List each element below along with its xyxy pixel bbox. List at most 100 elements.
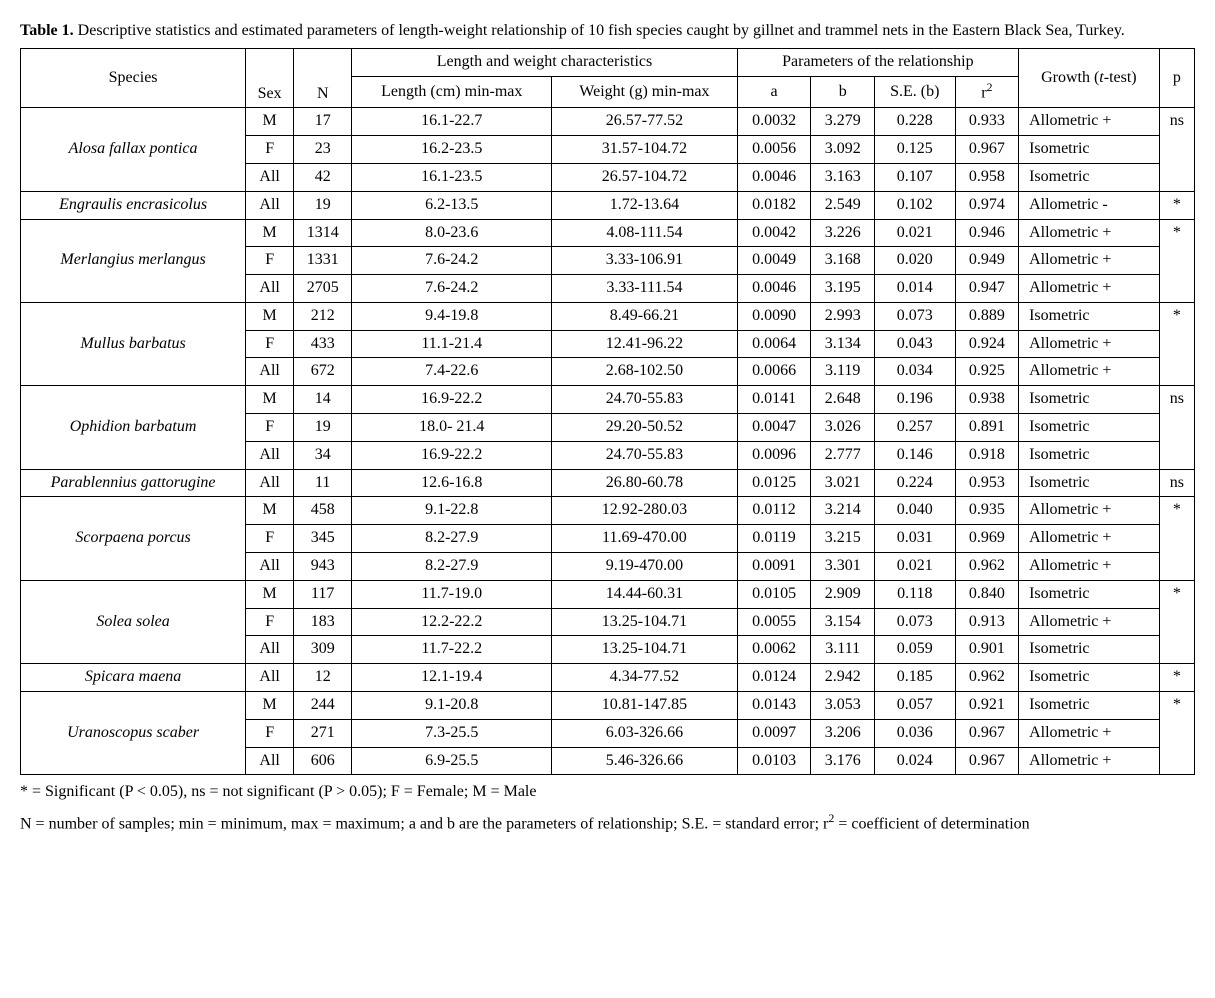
table-row: Alosa fallax ponticaM1716.1-22.726.57-77… [21,108,1195,136]
cell-weight: 8.49-66.21 [552,302,737,330]
cell-se: 0.107 [874,163,955,191]
cell-weight: 9.19-470.00 [552,553,737,581]
cell-a: 0.0090 [737,302,811,330]
cell-growth: Allometric + [1019,219,1160,247]
cell-sex: All [246,469,294,497]
cell-growth: Allometric + [1019,608,1160,636]
cell-n: 1314 [294,219,352,247]
cell-b: 3.026 [811,414,874,442]
table-row: Merlangius merlangusM13148.0-23.64.08-11… [21,219,1195,247]
cell-sex: F [246,247,294,275]
cell-r2: 0.933 [955,108,1018,136]
cell-sex: F [246,719,294,747]
cell-a: 0.0096 [737,441,811,469]
cell-r2: 0.935 [955,497,1018,525]
cell-weight: 1.72-13.64 [552,191,737,219]
cell-b: 3.214 [811,497,874,525]
caption-text: Descriptive statistics and estimated par… [74,22,1125,39]
cell-se: 0.073 [874,302,955,330]
cell-b: 3.163 [811,163,874,191]
cell-growth: Allometric + [1019,719,1160,747]
cell-species: Ophidion barbatum [21,386,246,469]
cell-growth: Isometric [1019,580,1160,608]
cell-r2: 0.958 [955,163,1018,191]
cell-n: 244 [294,692,352,720]
cell-species: Parablennius gattorugine [21,469,246,497]
cell-b: 2.549 [811,191,874,219]
footnote-2: N = number of samples; min = minimum, ma… [20,810,1195,836]
cell-se: 0.024 [874,747,955,775]
cell-a: 0.0124 [737,664,811,692]
cell-length: 7.4-22.6 [352,358,552,386]
cell-sex: M [246,497,294,525]
cell-r2: 0.962 [955,553,1018,581]
cell-growth: Allometric + [1019,358,1160,386]
cell-species: Spicara maena [21,664,246,692]
cell-growth: Allometric + [1019,747,1160,775]
cell-weight: 24.70-55.83 [552,386,737,414]
cell-weight: 12.41-96.22 [552,330,737,358]
cell-a: 0.0055 [737,608,811,636]
cell-se: 0.014 [874,275,955,303]
cell-length: 16.1-22.7 [352,108,552,136]
cell-growth: Isometric [1019,163,1160,191]
col-params-group: Parameters of the relationship [737,49,1018,77]
cell-a: 0.0062 [737,636,811,664]
cell-species: Alosa fallax pontica [21,108,246,191]
cell-p: ns [1159,108,1194,191]
cell-sex: F [246,414,294,442]
cell-a: 0.0056 [737,136,811,164]
cell-n: 14 [294,386,352,414]
cell-sex: All [246,275,294,303]
cell-sex: M [246,692,294,720]
cell-weight: 31.57-104.72 [552,136,737,164]
cell-n: 458 [294,497,352,525]
cell-growth: Isometric [1019,664,1160,692]
cell-growth: Allometric + [1019,525,1160,553]
cell-se: 0.034 [874,358,955,386]
cell-b: 3.111 [811,636,874,664]
col-lw-group: Length and weight characteristics [352,49,737,77]
cell-se: 0.040 [874,497,955,525]
cell-r2: 0.891 [955,414,1018,442]
cell-n: 19 [294,414,352,442]
cell-r2: 0.840 [955,580,1018,608]
cell-growth: Isometric [1019,136,1160,164]
cell-b: 3.021 [811,469,874,497]
cell-weight: 14.44-60.31 [552,580,737,608]
cell-length: 16.1-23.5 [352,163,552,191]
col-r2: r2 [955,77,1018,108]
cell-b: 3.226 [811,219,874,247]
cell-r2: 0.925 [955,358,1018,386]
col-sex: Sex [246,49,294,108]
cell-growth: Isometric [1019,302,1160,330]
cell-sex: All [246,553,294,581]
cell-a: 0.0047 [737,414,811,442]
cell-sex: F [246,525,294,553]
cell-r2: 0.946 [955,219,1018,247]
cell-growth: Allometric + [1019,497,1160,525]
cell-sex: F [246,330,294,358]
cell-n: 1331 [294,247,352,275]
cell-se: 0.057 [874,692,955,720]
cell-n: 309 [294,636,352,664]
cell-a: 0.0103 [737,747,811,775]
cell-r2: 0.918 [955,441,1018,469]
cell-species: Mullus barbatus [21,302,246,385]
cell-length: 7.3-25.5 [352,719,552,747]
cell-a: 0.0125 [737,469,811,497]
col-weight: Weight (g) min-max [552,77,737,108]
cell-length: 12.6-16.8 [352,469,552,497]
cell-a: 0.0119 [737,525,811,553]
cell-p: * [1159,302,1194,385]
cell-b: 3.119 [811,358,874,386]
cell-growth: Isometric [1019,469,1160,497]
cell-a: 0.0032 [737,108,811,136]
cell-weight: 13.25-104.71 [552,608,737,636]
col-species: Species [21,49,246,108]
cell-weight: 26.80-60.78 [552,469,737,497]
cell-se: 0.125 [874,136,955,164]
cell-length: 11.1-21.4 [352,330,552,358]
cell-weight: 3.33-111.54 [552,275,737,303]
col-a: a [737,77,811,108]
